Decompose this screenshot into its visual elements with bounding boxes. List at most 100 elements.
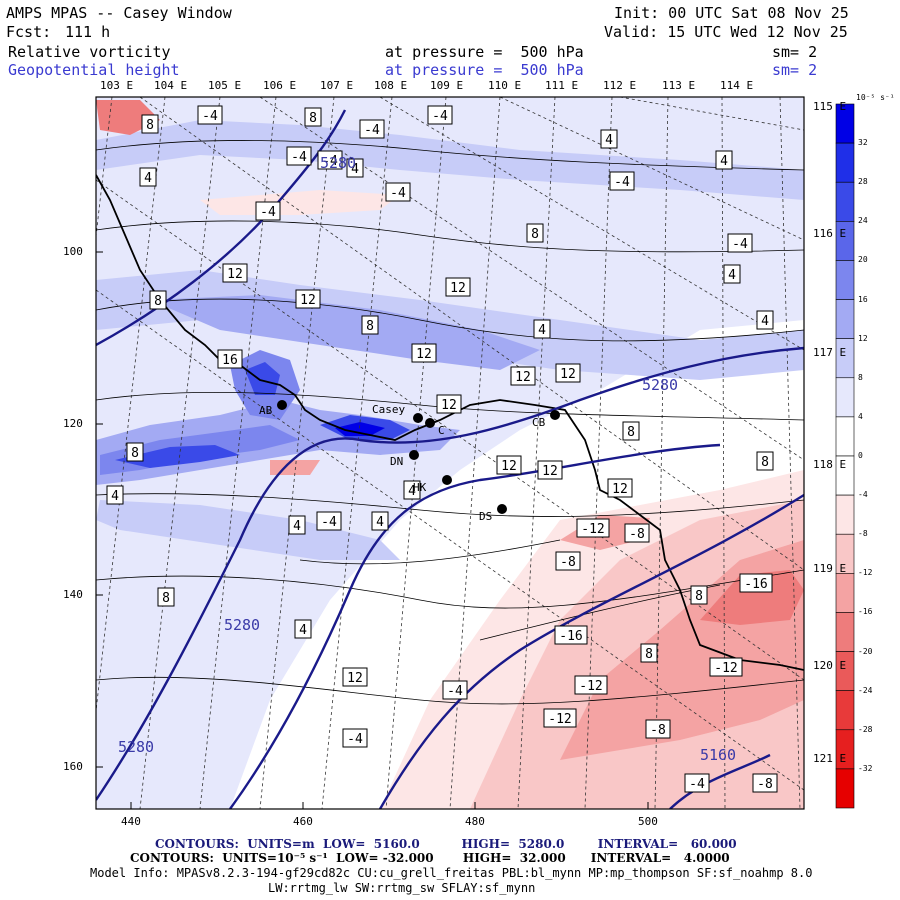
vorticity-contour-label: 12 (445, 277, 471, 297)
field1-smoothing: sm= 2 (772, 43, 818, 61)
lon-label-111e: 111 E (545, 79, 579, 92)
svg-text:4: 4 (299, 623, 307, 638)
lon-label-116e: 116 E (813, 227, 847, 240)
svg-text:-16: -16 (559, 629, 582, 644)
vorticity-labels: 8 -4 8 -4 -4 -4 -4 4 -4 -4 4 4 4 8 -4 -4 4 4 4 8 8 12 12 12 12 8 1… (106, 105, 778, 793)
vorticity-contour-label: -4 (316, 511, 342, 531)
vorticity-contour-label: -16 (554, 625, 588, 645)
svg-text:-4: -4 (260, 205, 276, 220)
height-labels: 5280 5280 5280 5280 5160 (118, 154, 736, 764)
svg-text:4: 4 (293, 519, 301, 534)
station-label-dn: DN (390, 455, 404, 468)
colorbar-level-label: 24 (858, 216, 868, 226)
colorbar-swatch (835, 768, 855, 809)
forecast-label: Fcst: (6, 23, 52, 41)
svg-text:12: 12 (612, 482, 628, 497)
vorticity-contour-label: -4 (286, 146, 312, 166)
svg-text:12: 12 (542, 464, 558, 479)
colorbar-level-label: -12 (858, 568, 873, 578)
station-dot-hk (442, 475, 452, 485)
colorbar-level-label: -28 (858, 724, 873, 734)
svg-text:8: 8 (366, 319, 374, 334)
svg-text:-4: -4 (322, 154, 338, 169)
init-time: Init: 00 UTC Sat 08 Nov 25 (614, 4, 849, 22)
svg-text:-16: -16 (744, 577, 767, 592)
x-tick-500: 500 (638, 815, 658, 828)
station-label-cb: CB (532, 416, 546, 429)
svg-text:12: 12 (300, 293, 316, 308)
model-info: Model Info: MPASv8.2.3-194-gf29cd82c CU:… (90, 866, 813, 880)
vorticity-contour-label: -8 (752, 773, 778, 793)
valid-time: Valid: 15 UTC Wed 12 Nov 25 (604, 23, 848, 41)
vorticity-contour-label: -16 (739, 573, 773, 593)
vorticity-contour-label: 4 (403, 480, 421, 500)
colorbar-level-label: 4 (858, 411, 863, 421)
colorbar-unit: 10⁻⁵ s⁻¹ (856, 93, 895, 102)
colorbar-level-label: 28 (858, 177, 868, 187)
y-tick-140: 140 (63, 588, 83, 601)
vorticity-contour-label: 4 (294, 619, 312, 639)
vorticity-contour-label: 4 (346, 158, 364, 178)
colorbar-level-label: 0 (858, 451, 863, 460)
station-dot-c (425, 418, 435, 428)
colorbar-level-label: 16 (858, 294, 868, 304)
svg-text:16: 16 (222, 353, 238, 368)
colorbar-level-label: -4 (858, 490, 868, 500)
station-dot-cb (550, 410, 560, 420)
field2-level: at pressure = 500 hPa (385, 61, 584, 79)
svg-text:-12: -12 (548, 712, 571, 727)
colorbar-level-label: -32 (858, 763, 873, 773)
vorticity-contour-label: 12 (496, 455, 522, 475)
vorticity-contour-label: -4 (427, 105, 453, 125)
svg-text:12: 12 (501, 459, 517, 474)
height-contour-label: 5280 (642, 376, 678, 394)
lon-label-120e: 120 E (813, 659, 847, 672)
svg-text:8: 8 (761, 455, 769, 470)
lon-label-113e: 113 E (662, 79, 696, 92)
forecast-hour: 111 h (65, 23, 111, 41)
lon-label-121e: 121 E (813, 752, 847, 765)
station-label-ab: AB (259, 404, 273, 417)
vorticity-contour-label: -4 (609, 171, 635, 191)
colorbar (835, 103, 855, 809)
vorticity-contour-label: 8 (361, 315, 379, 335)
svg-text:-12: -12 (579, 679, 602, 694)
svg-text:4: 4 (144, 171, 152, 186)
y-tick-160: 160 (63, 760, 83, 773)
svg-text:8: 8 (531, 227, 539, 242)
colorbar-level-label: 20 (858, 255, 868, 265)
vorticity-contour-label: 8 (756, 451, 774, 471)
lon-label-114e: 114 E (720, 79, 754, 92)
vorticity-contour-label: -4 (442, 680, 468, 700)
vorticity-contour-label: 12 (607, 478, 633, 498)
station-dot-ds (497, 504, 507, 514)
lon-label-103e: 103 E (100, 79, 134, 92)
svg-text:4: 4 (605, 133, 613, 148)
vorticity-contour-info: CONTOURS: UNITS=10⁻⁵ s⁻¹ LOW= -32.000 HI… (130, 851, 730, 865)
station-label-ds: DS (479, 510, 493, 523)
svg-text:-8: -8 (629, 527, 645, 542)
svg-text:8: 8 (146, 118, 154, 133)
vorticity-contour-label: -8 (555, 551, 581, 571)
svg-text:8: 8 (154, 294, 162, 309)
svg-text:12: 12 (560, 367, 576, 382)
height-contour-label: 5160 (700, 746, 736, 764)
vorticity-contour-label: -4 (684, 773, 710, 793)
colorbar-swatch (835, 416, 855, 457)
x-tick-440: 440 (121, 815, 141, 828)
vorticity-contour-label: -4 (727, 233, 753, 253)
colorbar-level-label: -16 (858, 607, 873, 617)
svg-text:4: 4 (376, 515, 384, 530)
lon-label-112e: 112 E (603, 79, 637, 92)
height-contour-label: 5280 (118, 738, 154, 756)
svg-text:-4: -4 (390, 186, 406, 201)
svg-text:-4: -4 (291, 150, 307, 165)
field2-name: Geopotential height (8, 61, 180, 79)
svg-text:4: 4 (538, 323, 546, 338)
svg-text:-12: -12 (581, 522, 604, 537)
svg-text:12: 12 (416, 347, 432, 362)
vorticity-contour-label: 4 (723, 264, 741, 284)
height-contour-label: 5280 (320, 154, 356, 172)
vorticity-contour-label: 8 (526, 223, 544, 243)
